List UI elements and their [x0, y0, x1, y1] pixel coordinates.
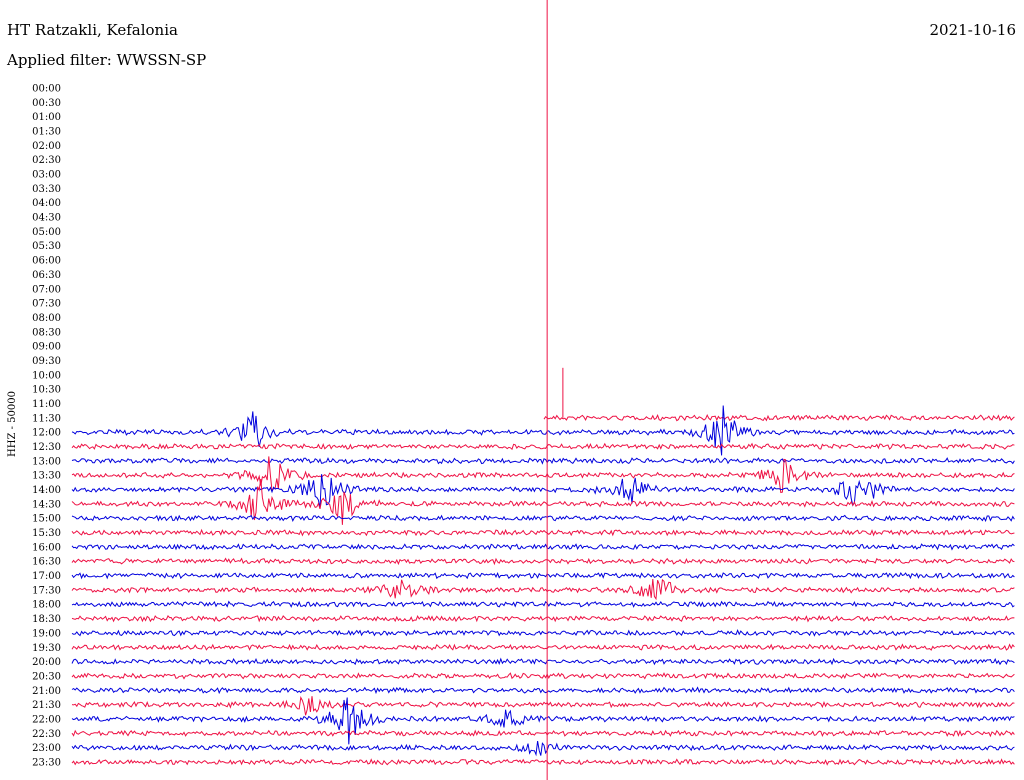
time-tick-label: 11:00: [32, 399, 61, 410]
time-axis-ticks: 00:00 00:30 01:00 01:30 02:00 02:30 03:00 03:30…: [32, 84, 61, 769]
trace-2230: [71, 729, 1015, 738]
trace-1500: [71, 514, 1015, 523]
time-tick-label: 02:30: [32, 155, 61, 166]
time-tick-label: 12:00: [32, 428, 61, 439]
time-tick-label: 12:30: [32, 442, 61, 453]
time-tick-label: 20:30: [32, 671, 61, 682]
trace-1230: [71, 442, 1015, 451]
time-tick-label: 03:00: [32, 170, 61, 181]
time-tick-label: 23:00: [32, 743, 61, 754]
time-tick-label: 07:30: [32, 299, 61, 310]
time-tick-label: 09:00: [32, 342, 61, 353]
time-tick-label: 04:30: [32, 213, 61, 224]
trace-1400: [71, 474, 1015, 509]
time-tick-label: 13:00: [32, 456, 61, 467]
time-tick-label: 02:00: [32, 141, 61, 152]
trace-1530: [71, 528, 1015, 537]
time-tick-label: 06:30: [32, 270, 61, 281]
date-label: 2021-10-16: [929, 21, 1016, 39]
trace-1630: [71, 557, 1015, 566]
trace-1930: [71, 643, 1015, 651]
time-tick-label: 23:30: [32, 757, 61, 768]
time-tick-label: 07:00: [32, 284, 61, 295]
trace-1800: [71, 600, 1015, 608]
time-tick-label: 04:00: [32, 198, 61, 209]
time-tick-label: 06:00: [32, 256, 61, 267]
time-tick-label: 18:30: [32, 614, 61, 625]
seismic-traces: [71, 405, 1015, 766]
time-tick-label: 14:00: [32, 485, 61, 496]
time-tick-label: 22:30: [32, 729, 61, 740]
time-tick-label: 05:30: [32, 241, 61, 252]
trace-1300: [71, 457, 1015, 465]
trace-1430: [71, 479, 1015, 525]
time-tick-label: 03:30: [32, 184, 61, 195]
time-tick-label: 08:30: [32, 327, 61, 338]
time-tick-label: 00:30: [32, 98, 61, 109]
time-tick-label: 10:00: [32, 370, 61, 381]
trace-1730: [71, 578, 1015, 601]
time-tick-label: 22:00: [32, 714, 61, 725]
station-title: HT Ratzakli, Kefalonia: [7, 21, 178, 39]
time-tick-label: 21:30: [32, 700, 61, 711]
time-tick-label: 01:30: [32, 127, 61, 138]
time-tick-label: 10:30: [32, 385, 61, 396]
time-tick-label: 05:00: [32, 227, 61, 238]
trace-1200: [71, 405, 1015, 456]
trace-2300: [71, 741, 1015, 757]
trace-2130: [71, 696, 1015, 716]
trace-1330: [71, 456, 1015, 494]
trace-1830: [71, 614, 1015, 623]
trace-2000: [71, 657, 1015, 666]
time-tick-label: 17:00: [32, 571, 61, 582]
trace-1130: [543, 414, 1015, 422]
trace-2200: [71, 697, 1015, 745]
trace-1900: [71, 628, 1015, 637]
channel-label: HHZ - 50000: [7, 391, 18, 457]
time-tick-label: 14:30: [32, 499, 61, 510]
time-tick-label: 09:30: [32, 356, 61, 367]
trace-2030: [71, 672, 1015, 680]
time-tick-label: 17:30: [32, 585, 61, 596]
time-tick-label: 00:00: [32, 84, 61, 95]
seismic-events: [546, 0, 564, 780]
time-tick-label: 16:30: [32, 557, 61, 568]
time-tick-label: 11:30: [32, 413, 61, 424]
trace-1600: [71, 543, 1015, 551]
time-tick-label: 15:30: [32, 528, 61, 539]
filter-subtitle: Applied filter: WWSSN-SP: [7, 51, 207, 69]
time-tick-label: 21:00: [32, 686, 61, 697]
time-tick-label: 15:00: [32, 514, 61, 525]
trace-1700: [71, 571, 1015, 580]
time-tick-label: 08:00: [32, 313, 61, 324]
trace-2100: [71, 686, 1015, 695]
trace-2330: [71, 758, 1015, 766]
time-tick-label: 16:00: [32, 542, 61, 553]
time-tick-label: 19:00: [32, 628, 61, 639]
time-tick-label: 20:00: [32, 657, 61, 668]
time-tick-label: 19:30: [32, 643, 61, 654]
time-tick-label: 01:00: [32, 112, 61, 123]
time-tick-label: 13:30: [32, 471, 61, 482]
time-tick-label: 18:00: [32, 600, 61, 611]
